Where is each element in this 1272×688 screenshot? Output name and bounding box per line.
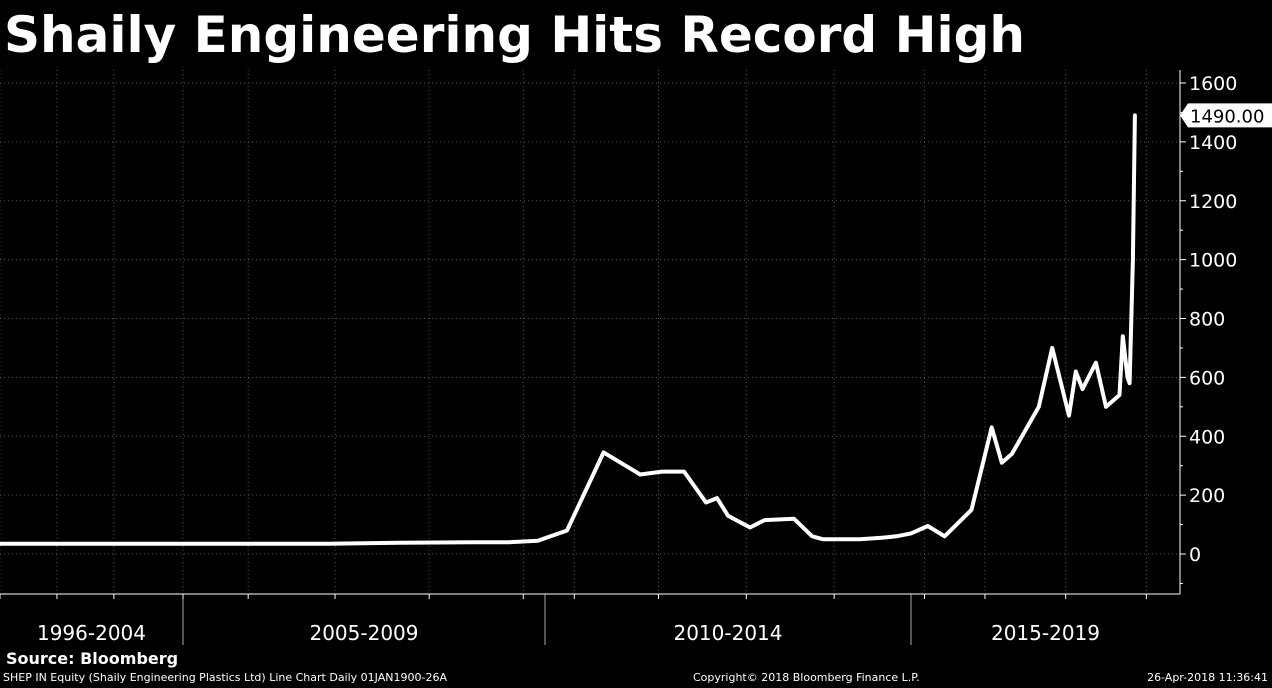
x-period-label: 1996-2004	[37, 621, 146, 645]
y-tick-label: 1200	[1189, 191, 1237, 213]
x-axis: 1996-2004 2005-2009 2010-2014 2015-2019	[0, 593, 1180, 645]
source-note: Source: Bloomberg	[6, 649, 179, 668]
last-value-tag	[1180, 103, 1272, 128]
y-tick-label: 1000	[1189, 250, 1237, 272]
x-period-label: 2015-2019	[991, 621, 1100, 645]
footer-chart-info: SHEP IN Equity (Shaily Engineering Plast…	[3, 671, 447, 684]
y-tick-label: 1400	[1189, 132, 1237, 154]
y-tick-label: 0	[1189, 544, 1201, 566]
y-tick-label: 600	[1189, 367, 1225, 389]
y-tick-label: 1600	[1189, 73, 1237, 95]
x-period-label: 2005-2009	[309, 621, 418, 645]
y-axis: 0 200 400 600 800 1000 1200 1400 1600	[1179, 70, 1237, 594]
gridlines	[0, 70, 1180, 594]
x-period-label: 2010-2014	[673, 621, 782, 645]
series-line	[0, 113, 1137, 546]
chart-title: Shaily Engineering Hits Record High	[4, 6, 1025, 64]
footer-copyright: Copyright© 2018 Bloomberg Finance L.P.	[693, 671, 920, 684]
last-value-marker: 1490.00	[1180, 103, 1272, 128]
y-tick-label: 400	[1189, 426, 1225, 448]
y-tick-label: 200	[1189, 485, 1225, 507]
price-series	[0, 113, 1137, 546]
last-value-label: 1490.00	[1190, 106, 1264, 127]
footer-timestamp: 26-Apr-2018 11:36:41	[1147, 671, 1268, 684]
y-tick-label: 800	[1189, 309, 1225, 331]
